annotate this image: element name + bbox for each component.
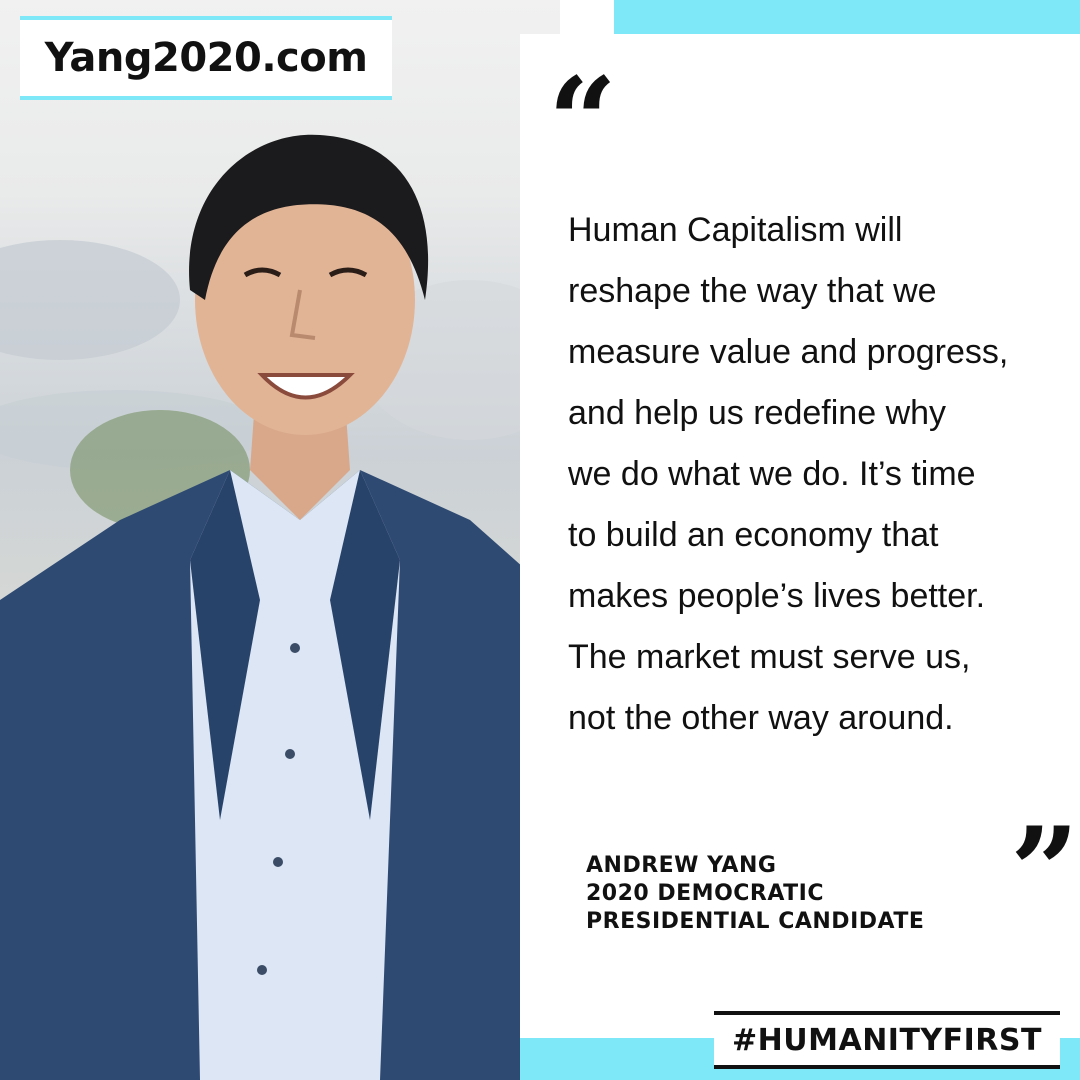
quote-line: Human Capitalism will xyxy=(568,211,903,249)
quote-line: to build an economy that xyxy=(568,516,939,554)
website-url: Yang2020.com xyxy=(44,35,368,81)
quote-line: The market must serve us, xyxy=(568,638,971,676)
quote-line: reshape the way that we xyxy=(568,272,937,310)
candidate-photo xyxy=(0,0,560,1080)
attribution: ANDREW YANG 2020 DEMOCRATIC PRESIDENTIAL… xyxy=(586,852,924,936)
close-quote-icon: ” xyxy=(1010,801,1080,942)
attribution-name: ANDREW YANG xyxy=(586,853,777,878)
hashtag-text: #HUMANITYFIRST xyxy=(732,1022,1042,1058)
open-quote-icon: “ xyxy=(548,51,618,192)
portrait-illustration xyxy=(0,134,560,1080)
accent-bar-top xyxy=(614,0,1080,34)
quote-panel xyxy=(520,34,1080,1038)
quote-line: not the other way around. xyxy=(568,699,954,737)
attribution-title: PRESIDENTIAL CANDIDATE xyxy=(586,909,925,934)
website-badge: Yang2020.com xyxy=(20,16,392,100)
quote-line: measure value and progress, xyxy=(568,333,1009,371)
attribution-title: 2020 DEMOCRATIC xyxy=(586,881,825,906)
quote-line: makes people’s lives better. xyxy=(568,577,986,615)
hashtag-badge: #HUMANITYFIRST xyxy=(714,1011,1060,1069)
quote-line: and help us redefine why xyxy=(568,394,947,432)
quote-line: we do what we do. It’s time xyxy=(568,455,976,493)
quote-text: Human Capitalism will reshape the way th… xyxy=(568,200,1074,749)
